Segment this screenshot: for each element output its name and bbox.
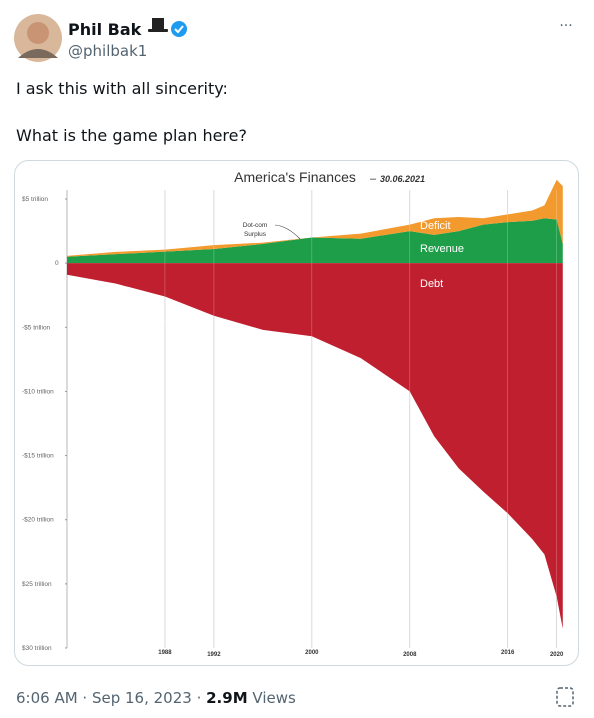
x-tick-label: 1988	[158, 650, 172, 656]
annotation-arrow	[274, 224, 301, 240]
area	[67, 218, 563, 264]
annotation: GHW Bush Begins	[68, 301, 123, 308]
annotation-arrow	[461, 516, 496, 521]
hat-brim	[148, 29, 168, 32]
x-tick-label: 2000	[305, 650, 319, 656]
annotation-arrow	[125, 296, 161, 305]
x-tick-label: 2016	[501, 650, 515, 656]
annotation: GW Bush Begins	[220, 342, 270, 349]
annotation: Surplus	[244, 231, 267, 238]
annotation-arrow	[497, 561, 536, 569]
hat-icon	[152, 18, 164, 30]
views-label: Views	[252, 689, 296, 707]
annotation-arrow	[172, 316, 209, 324]
series-label: Debt	[420, 278, 443, 290]
avatar-body	[18, 49, 58, 58]
area	[67, 263, 563, 629]
annotation: Trump Begins	[418, 517, 459, 524]
annotation: Clinton Begins	[128, 320, 171, 327]
y-tick-label: $30 trillion	[22, 645, 52, 652]
chart-title: America's Finances	[234, 169, 356, 185]
chart-date: 30.06.2021	[380, 174, 425, 184]
tweet-text: What is the game plan here?	[16, 126, 247, 145]
dash: –	[370, 173, 377, 185]
series-label: Deficit	[420, 220, 451, 232]
y-tick-label: -$20 trillion	[22, 517, 54, 524]
more-button[interactable]: ···	[559, 18, 572, 34]
tweet-footer: 6:06 AM · Sep 16, 2023 · 2.9M Views	[16, 689, 296, 707]
avatar-face	[27, 22, 49, 44]
chart: America's Finances –30.06.2021 $5 trillion…	[22, 169, 564, 658]
handle[interactable]: @philbak1	[68, 42, 147, 60]
verified-check	[174, 25, 184, 34]
y-tick-label: $25 trillion	[22, 581, 52, 588]
annotation: Obama Begins	[322, 399, 366, 406]
area	[67, 179, 563, 257]
display-name[interactable]: Phil Bak	[68, 20, 142, 39]
y-tick-label: -$5 trillion	[22, 324, 51, 331]
x-tick-label: 1992	[207, 652, 221, 658]
annotation-arrow	[272, 336, 309, 346]
timestamp: 6:06 AM · Sep 16, 2023 ·	[16, 689, 201, 707]
x-tick-label: 2020	[550, 652, 564, 658]
annotation: Dot-com	[243, 222, 268, 229]
annotation: Covid	[478, 565, 495, 572]
analytics-icon[interactable]	[556, 687, 574, 707]
x-tick-label: 2008	[403, 652, 417, 658]
view-count: 2.9M	[206, 689, 248, 707]
y-tick-label: 0	[55, 260, 59, 267]
y-tick-label: $5 trillion	[22, 196, 48, 203]
annotation-arrow	[367, 391, 406, 403]
y-tick-label: -$15 trillion	[22, 453, 54, 460]
y-tick-label: -$10 trillion	[22, 388, 54, 395]
series-label: Revenue	[420, 243, 464, 255]
tweet-text: I ask this with all sincerity:	[16, 79, 228, 98]
verified-badge	[171, 21, 187, 37]
